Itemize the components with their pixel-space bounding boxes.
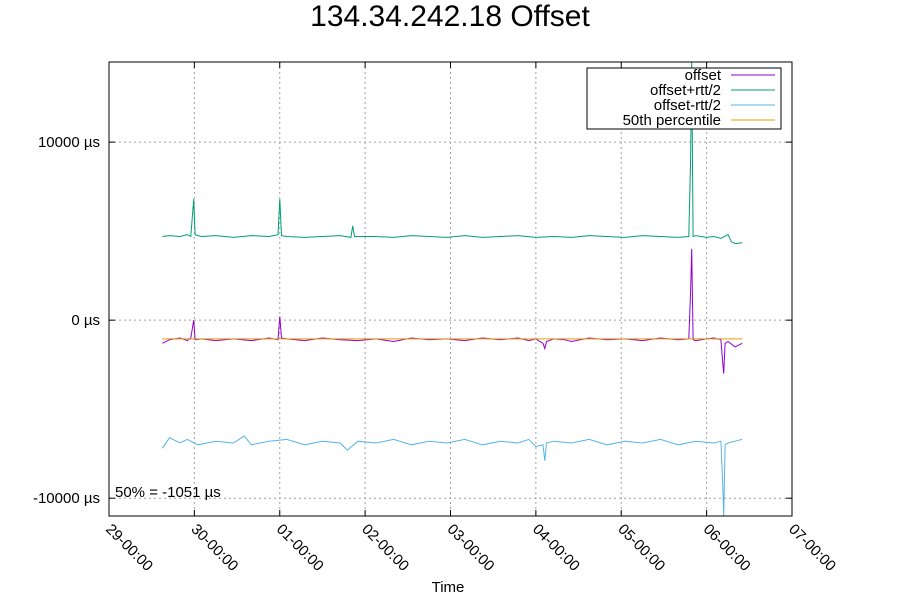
x-tick-label: 29-00:00 [102,521,156,575]
legend-label: offset-rtt/2 [654,97,721,114]
y-tick-label: -10000 µs [33,490,100,507]
x-tick-label: 07-00:00 [785,521,839,575]
chart-title: 134.34.242.18 Offset [310,0,590,33]
legend-label: offset+rtt/2 [650,82,721,99]
grid [109,62,792,516]
x-tick-label: 02-00:00 [358,521,412,575]
y-axis: 10000 µs 0 µs -10000 µs [33,134,792,507]
legend-label: 50th percentile [623,112,721,129]
series-line-offset-rtt-2 [161,435,743,517]
x-tick-label: 05-00:00 [614,521,668,575]
y-tick-label: 10000 µs [38,134,100,151]
series-line-offset-rtt-2 [162,61,743,245]
x-axis-label: Time [432,579,465,596]
x-tick-label: 06-00:00 [700,521,754,575]
y-tick-label: 0 µs [71,312,100,329]
x-tick-label: 30-00:00 [188,521,242,575]
legend-box [586,67,782,130]
x-tick-label: 04-00:00 [529,521,583,575]
series-group [161,61,743,517]
x-tick-label: 03-00:00 [444,521,498,575]
series-line-offset [162,248,743,374]
median-annotation: 50% = -1051 µs [115,484,221,501]
legend-label: offset [685,67,722,84]
x-tick-label: 01-00:00 [273,521,327,575]
